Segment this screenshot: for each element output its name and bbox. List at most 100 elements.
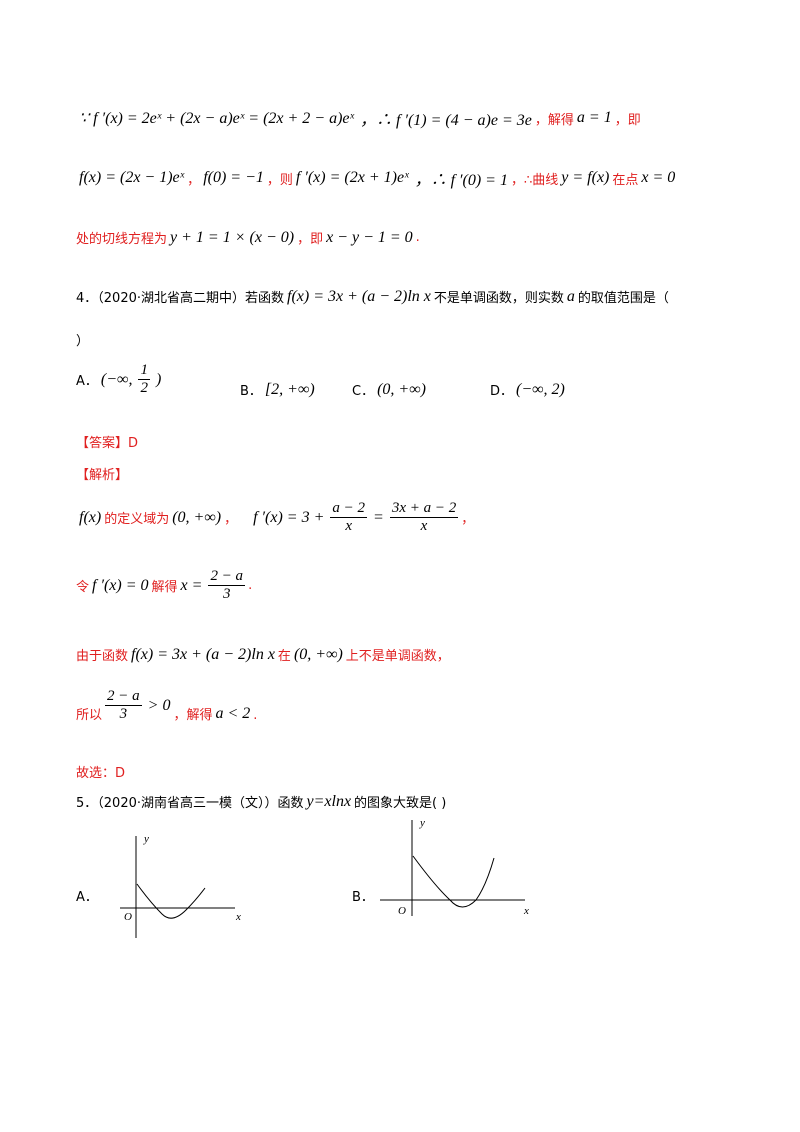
math: f(x) (79, 508, 102, 526)
text: 4．（2020·湖北省高二期中）若函数 (76, 291, 284, 306)
text: ， (187, 172, 201, 188)
math: (0, +∞) (377, 380, 426, 398)
math: f ′(x) = (2x + 1)eˣ (295, 169, 409, 186)
math: ∵ f ′(x) = 2eˣ + (2x − a)eˣ = (2x + 2 − … (79, 110, 355, 127)
text: ， (461, 512, 475, 527)
analysis-title: 【解析】 (76, 468, 129, 483)
math: = (373, 508, 384, 526)
text: 不是单调函数，则实数 (433, 291, 564, 306)
math: (0, +∞) (293, 645, 343, 663)
option: D． (−∞, 2) (490, 380, 568, 400)
axis-label: y (419, 817, 425, 829)
math: x − y − 1 = 0 (326, 228, 413, 246)
text: . (253, 708, 258, 723)
text: 故选：D (76, 766, 126, 781)
text: 5．（2020·湖南省高三一模（文））函数 (76, 796, 304, 811)
numerator: 3x + a − 2 (389, 500, 459, 518)
option-label: C． (352, 384, 375, 399)
option-label: A． (76, 374, 98, 389)
axis-label: x (523, 905, 529, 917)
curve (412, 855, 495, 908)
math: y + 1 = 1 × (x − 0) (170, 228, 295, 246)
line: ） (76, 330, 89, 349)
line: ∵ f ′(x) = 2eˣ + (2x − a)eˣ = (2x + 2 − … (76, 106, 641, 130)
math: y=xlnx (306, 792, 352, 810)
math: f(x) = (2x − 1)eˣ (79, 169, 185, 186)
text: 在 (277, 649, 291, 664)
text: 由于函数 (76, 649, 129, 664)
axis-label: y (143, 833, 149, 845)
numerator: 2 − a (208, 568, 246, 586)
text: ，解得 (173, 708, 213, 723)
math: ) (155, 370, 162, 388)
text: 的图象大致是( ) (354, 796, 447, 811)
line: 由于函数 f(x) = 3x + (a − 2)ln x 在 (0, +∞) 上… (76, 645, 450, 665)
math: x = 0 (641, 169, 676, 186)
math: a < 2 (215, 705, 251, 722)
math: (−∞, (100, 370, 133, 388)
text: ， (224, 512, 238, 527)
text: . (415, 230, 420, 245)
denominator: 2 (140, 380, 148, 396)
text: 的取值范围是（ (577, 291, 669, 306)
math: y = f(x) (561, 169, 610, 186)
option: B． [2, +∞) (240, 380, 318, 400)
text: . (248, 578, 253, 593)
math: (−∞, 2) (516, 380, 565, 398)
option-label: D． (490, 384, 514, 399)
math: a (566, 287, 575, 305)
math: f ′(x) = 0 (92, 576, 149, 594)
math: f(x) = 3x + (a − 2)ln x (287, 287, 431, 305)
text: A． (76, 890, 98, 905)
origin-label: O (398, 905, 406, 917)
line: 处的切线方程为 y + 1 = 1 × (x − 0) ，即 x − y − 1… (76, 228, 420, 248)
math: f(x) = 3x + (a − 2)ln x (131, 645, 275, 663)
numerator: 1 (138, 362, 150, 380)
math: f ′(x) = 3 + (253, 508, 325, 526)
answer: 【答案】D (76, 436, 139, 451)
text: ，则 (266, 172, 293, 188)
math: (0, +∞) (172, 508, 222, 526)
denominator: x (420, 518, 428, 534)
text: 所以 (76, 708, 103, 723)
text: ，即 (614, 112, 641, 128)
text: ，即 (297, 232, 324, 247)
text: ，解得 (534, 112, 574, 128)
math: x = (180, 576, 203, 594)
text: B． (352, 890, 374, 905)
denominator: 3 (119, 706, 128, 722)
line: f(x) = (2x − 1)eˣ ， f(0) = −1 ，则 f ′(x) … (76, 166, 678, 190)
text: 的定义域为 (104, 512, 170, 527)
option-label: B． (352, 886, 374, 905)
question-stem: 4．（2020·湖北省高二期中）若函数 f(x) = 3x + (a − 2)l… (76, 287, 669, 307)
text: 解得 (151, 580, 178, 595)
text: 令 (76, 580, 90, 595)
denominator: 3 (223, 586, 231, 602)
math: ，∴ f ′(0) = 1 (414, 172, 508, 189)
text: ） (76, 334, 90, 349)
option-label: B． (240, 384, 262, 399)
math: [2, +∞) (264, 380, 315, 398)
text: 在点 (612, 172, 639, 188)
question-stem: 5．（2020·湖南省高三一模（文））函数 y=xlnx 的图象大致是( ) (76, 792, 447, 812)
option: C． (0, +∞) (352, 380, 429, 400)
math: a = 1 (576, 109, 612, 126)
numerator: 2 − a (105, 688, 142, 706)
math: > 0 (147, 696, 171, 714)
numerator: a − 2 (330, 500, 368, 518)
graph: y x O (120, 833, 241, 938)
origin-label: O (124, 911, 132, 923)
option-label: A． (76, 886, 98, 905)
text: ，∴曲线 (510, 172, 559, 188)
math: f(0) = −1 (203, 169, 264, 186)
